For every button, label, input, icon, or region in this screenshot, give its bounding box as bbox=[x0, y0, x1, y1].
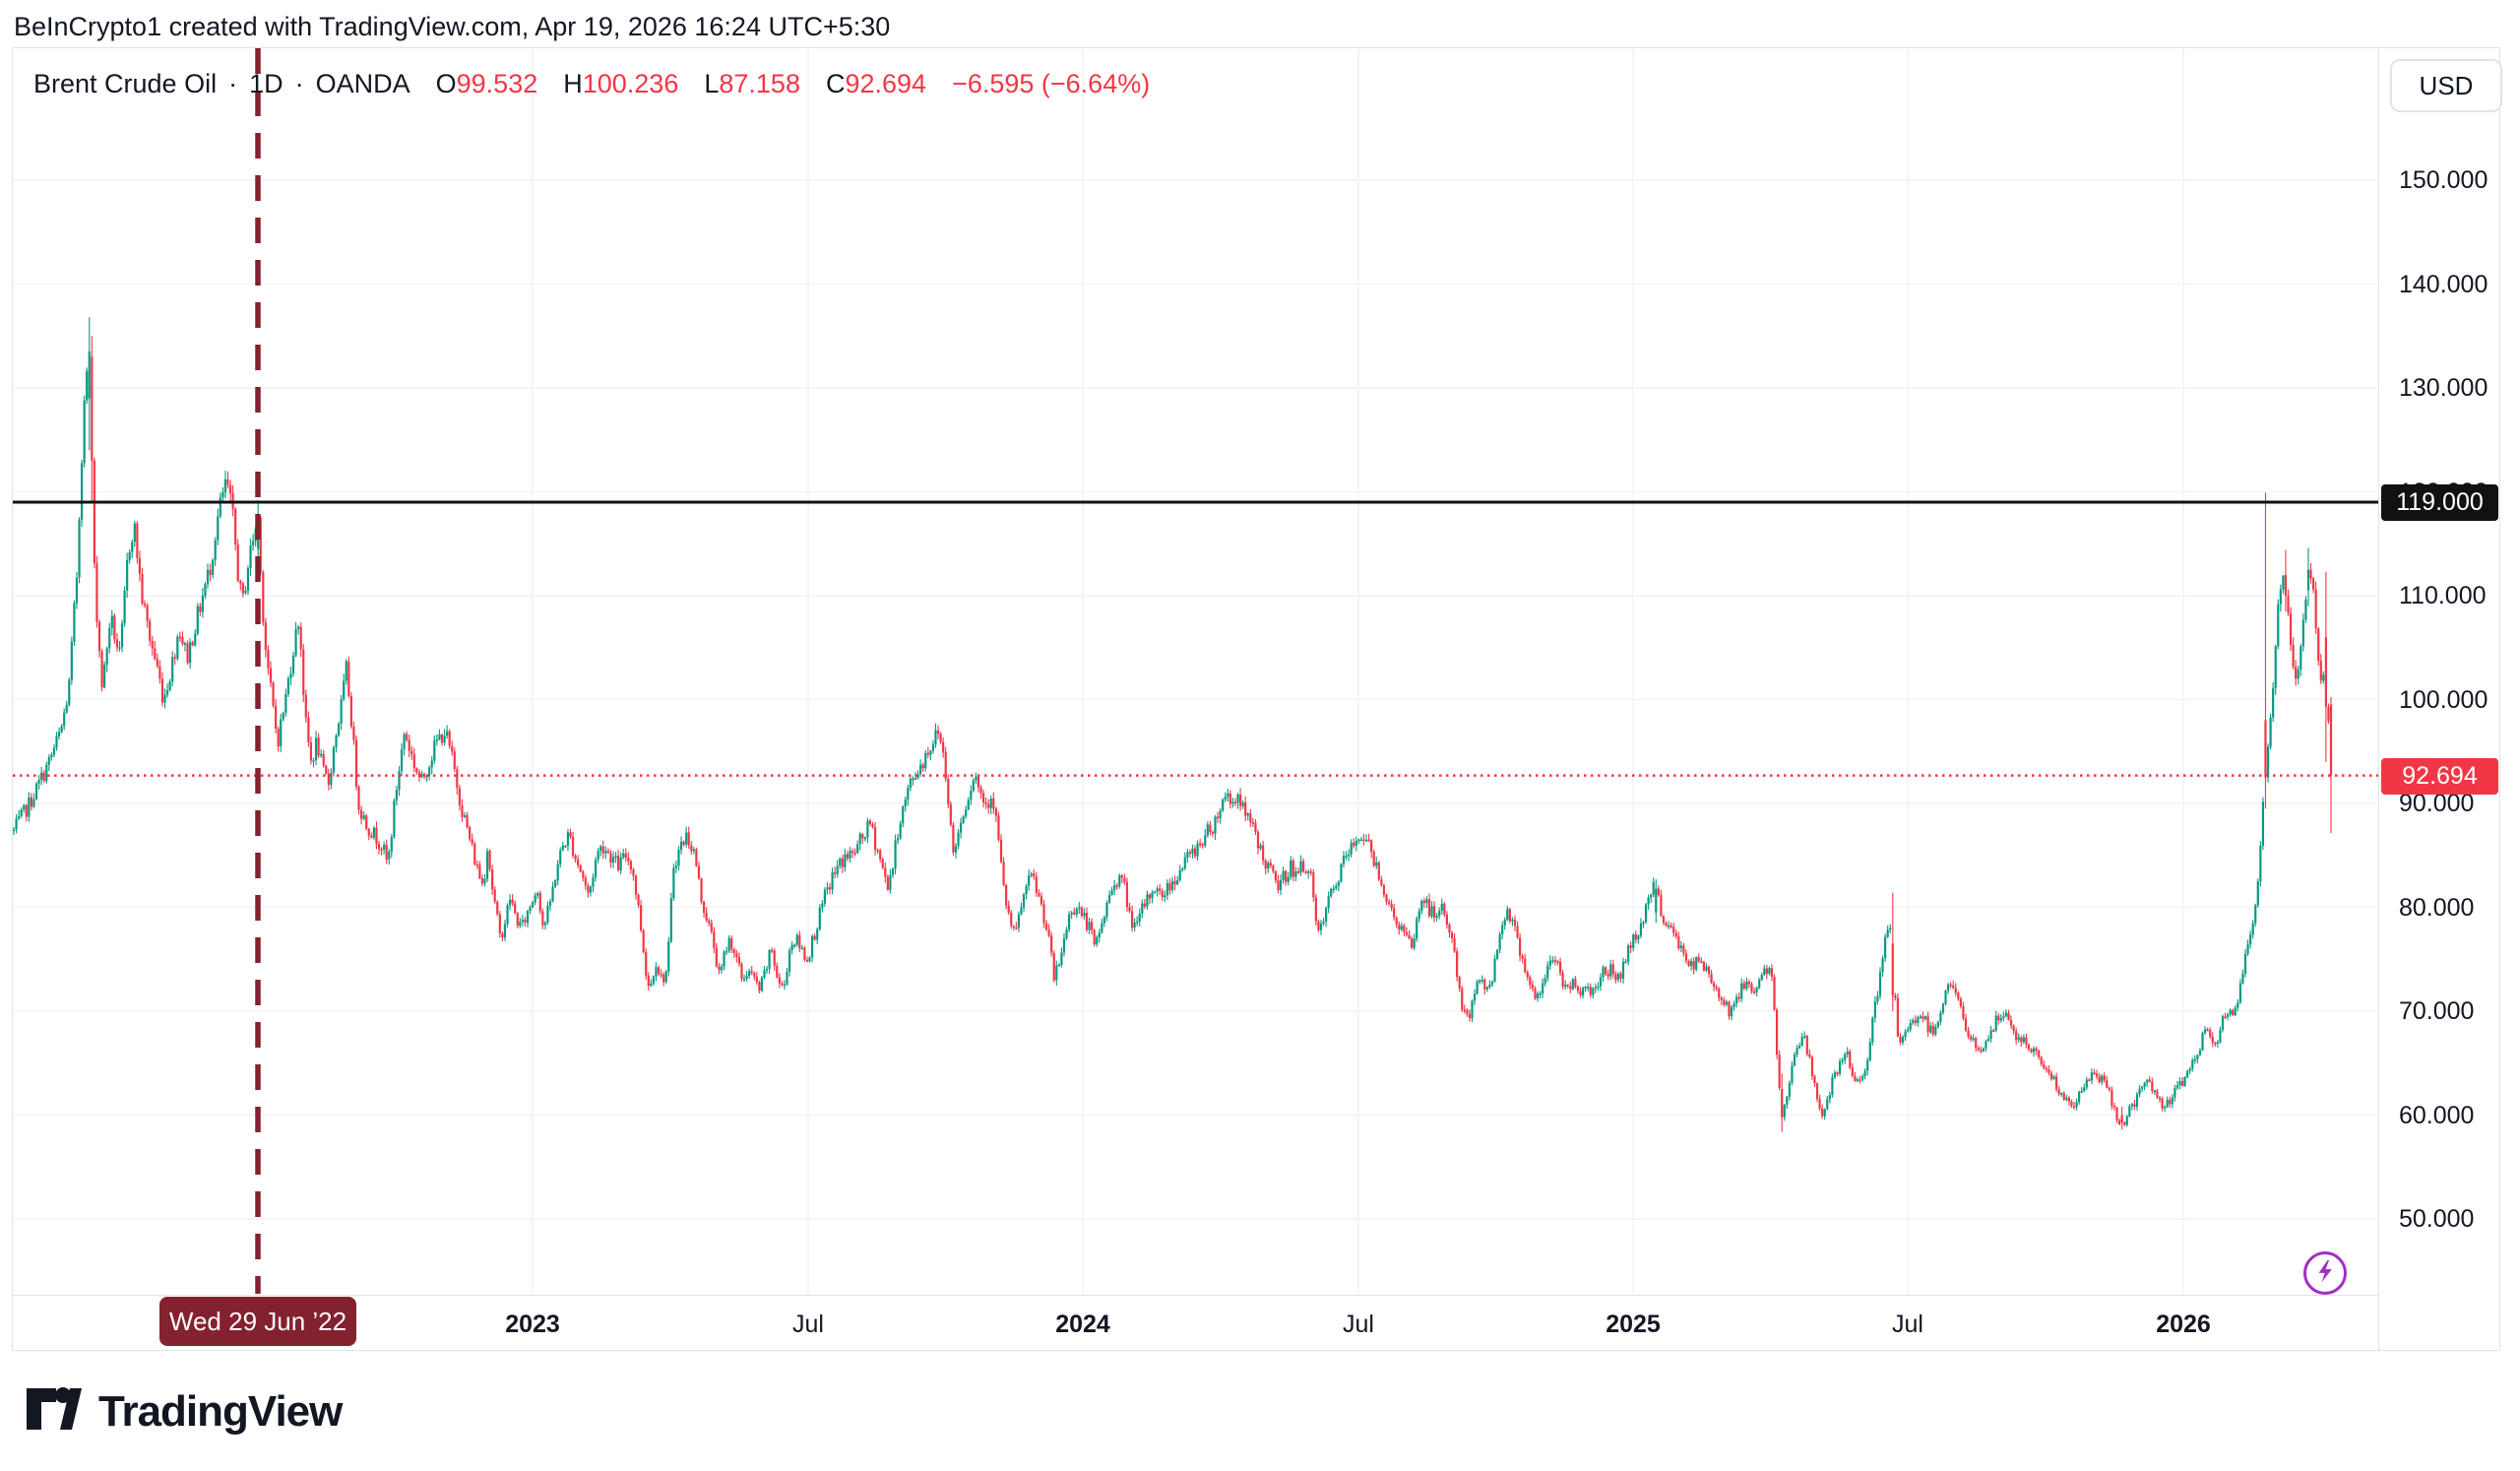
legend-exchange: OANDA bbox=[315, 69, 410, 98]
time-axis-separator bbox=[12, 1295, 2378, 1296]
tradingview-wordmark: TradingView bbox=[98, 1386, 343, 1436]
legend-low: L87.158 bbox=[704, 69, 800, 98]
time-tick-label: 2025 bbox=[1606, 1311, 1661, 1338]
price-line-tag-119: 119.000 bbox=[2381, 484, 2498, 522]
legend-interval[interactable]: 1D bbox=[249, 69, 284, 98]
price-tick-label: 60.000 bbox=[2399, 1101, 2475, 1129]
legend-close: C92.694 bbox=[825, 69, 927, 98]
last-price-tag: 92.694 bbox=[2381, 757, 2498, 795]
price-tick-label: 150.000 bbox=[2399, 166, 2488, 194]
event-date-tag: Wed 29 Jun ’22 bbox=[159, 1297, 356, 1346]
tradingview-logo[interactable]: TradingView bbox=[25, 1384, 343, 1439]
price-tick-label: 100.000 bbox=[2399, 685, 2488, 714]
lightning-icon bbox=[2310, 1256, 2340, 1291]
price-axis-separator bbox=[2378, 47, 2379, 1351]
legend-separator: · bbox=[228, 69, 238, 98]
legend-symbol[interactable]: Brent Crude Oil bbox=[33, 69, 218, 98]
legend-high: H100.236 bbox=[563, 69, 679, 98]
time-tick-label: Jul bbox=[792, 1311, 824, 1338]
price-tick-label: 90.000 bbox=[2399, 790, 2475, 817]
time-tick-label: 2023 bbox=[505, 1311, 560, 1338]
time-tick-label: Jul bbox=[1892, 1311, 1923, 1338]
legend-separator: · bbox=[294, 69, 304, 98]
price-tick-label: 130.000 bbox=[2399, 374, 2488, 402]
time-tick-label: Jul bbox=[1343, 1311, 1374, 1338]
price-tick-label: 140.000 bbox=[2399, 270, 2488, 298]
chart-legend: Brent Crude Oil · 1D · OANDA O99.532 H10… bbox=[33, 69, 1150, 99]
flash-button[interactable] bbox=[2303, 1251, 2347, 1295]
price-tick-label: 110.000 bbox=[2399, 582, 2487, 609]
price-tick-label: 80.000 bbox=[2399, 893, 2475, 922]
legend-change: −6.595 (−6.64%) bbox=[952, 69, 1151, 98]
time-tick-label: 2026 bbox=[2156, 1311, 2211, 1338]
attribution-text: BeInCrypto1 created with TradingView.com… bbox=[14, 12, 891, 41]
time-tick-label: 2024 bbox=[1055, 1311, 1110, 1338]
currency-toggle-button[interactable]: USD bbox=[2390, 59, 2502, 112]
price-tick-label: 70.000 bbox=[2399, 997, 2475, 1025]
tradingview-mark-icon bbox=[25, 1384, 84, 1439]
legend-open: O99.532 bbox=[435, 69, 538, 98]
price-tick-label: 50.000 bbox=[2399, 1205, 2475, 1233]
